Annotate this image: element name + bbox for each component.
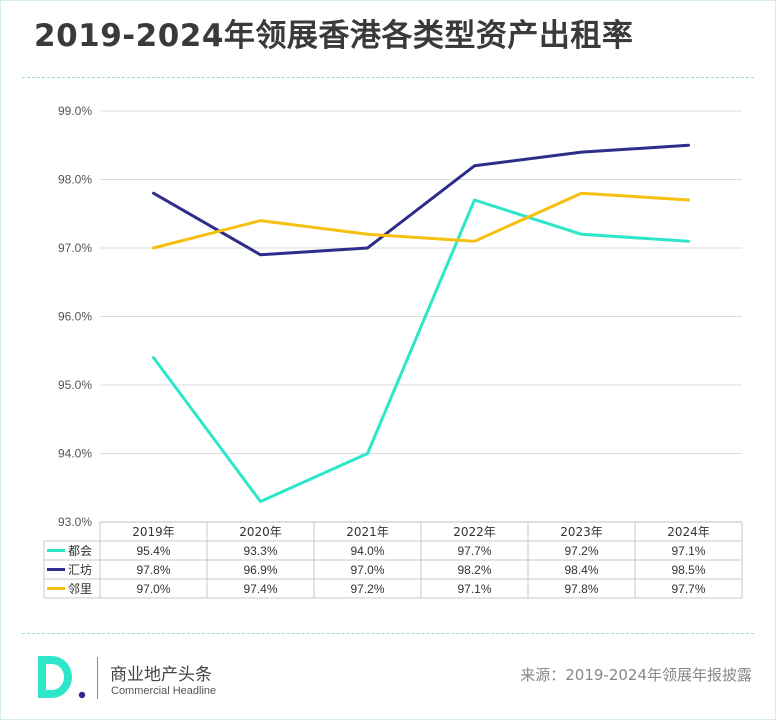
footer-divider <box>22 633 754 634</box>
y-tick-label: 99.0% <box>58 104 92 118</box>
y-tick-label: 94.0% <box>58 447 92 461</box>
source-note: 来源：2019-2024年领展年报披露 <box>520 666 752 684</box>
series-lines <box>152 143 690 503</box>
data-label: 97.2% <box>564 544 598 558</box>
data-label: 97.7% <box>671 582 705 596</box>
x-category-label: 2023年 <box>560 525 603 539</box>
data-label: 95.4% <box>136 544 170 558</box>
legend-label-邻里: 邻里 <box>68 582 92 596</box>
data-label: 97.1% <box>671 544 705 558</box>
data-label: 97.4% <box>243 582 277 596</box>
legend-label-都会: 都会 <box>68 544 92 558</box>
x-category-label: 2020年 <box>239 525 282 539</box>
data-label: 97.8% <box>564 582 598 596</box>
grid-lines <box>100 110 742 454</box>
x-category-label: 2021年 <box>346 525 389 539</box>
page-title: 2019-2024年领展香港各类型资产出租率 <box>34 18 634 54</box>
y-tick-label: 96.0% <box>58 310 92 324</box>
x-category-label: 2022年 <box>453 525 496 539</box>
brand-name-en: Commercial Headline <box>111 685 217 697</box>
series-line-汇坊 <box>152 143 690 257</box>
y-tick-label: 93.0% <box>58 515 92 529</box>
data-label: 98.4% <box>564 563 598 577</box>
brand-separator <box>97 657 98 699</box>
data-label: 96.9% <box>243 563 277 577</box>
data-label: 98.2% <box>457 563 491 577</box>
brand-name-cn: 商业地产头条 <box>110 665 212 685</box>
header-divider <box>22 77 754 78</box>
data-label: 97.8% <box>136 563 170 577</box>
y-axis-tick-labels: 93.0% 94.0% 95.0% 96.0% 97.0% 98.0% 99.0% <box>58 104 92 529</box>
data-label: 94.0% <box>350 544 384 558</box>
x-category-label: 2019年 <box>132 525 175 539</box>
series-line-都会 <box>152 198 690 503</box>
y-tick-label: 95.0% <box>58 378 92 392</box>
data-label: 97.0% <box>136 582 170 596</box>
data-label: 97.1% <box>457 582 491 596</box>
y-tick-label: 98.0% <box>58 173 92 187</box>
x-category-label: 2024年 <box>667 525 710 539</box>
data-label: 98.5% <box>671 563 705 577</box>
data-label: 97.7% <box>457 544 491 558</box>
data-label: 93.3% <box>243 544 277 558</box>
data-label: 97.0% <box>350 563 384 577</box>
legend-label-汇坊: 汇坊 <box>68 562 92 577</box>
data-label: 97.2% <box>350 582 384 596</box>
brand-logo-icon <box>38 656 86 699</box>
series-line-邻里 <box>152 191 690 250</box>
y-tick-label: 97.0% <box>58 241 92 255</box>
